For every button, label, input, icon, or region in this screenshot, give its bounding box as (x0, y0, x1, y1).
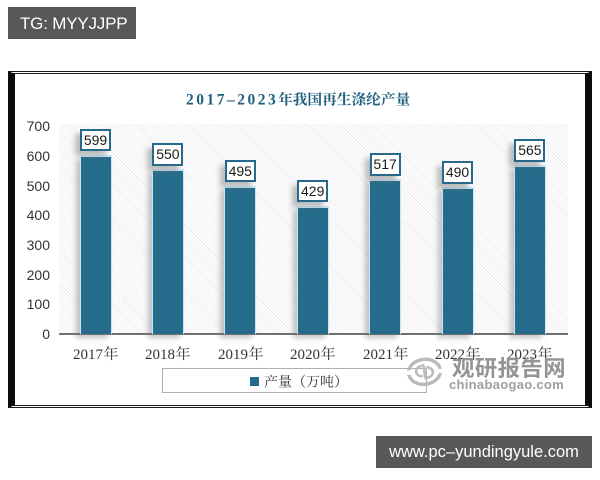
svg-text:2020: 2020 (290, 347, 320, 363)
svg-text:2017–2023: 2017–2023 (186, 92, 278, 109)
svg-text:2022: 2022 (435, 347, 465, 363)
svg-text:2019: 2019 (218, 347, 248, 363)
svg-text:2017: 2017 (73, 347, 104, 363)
svg-text:2018: 2018 (145, 347, 175, 363)
svg-text:2021: 2021 (363, 347, 393, 363)
